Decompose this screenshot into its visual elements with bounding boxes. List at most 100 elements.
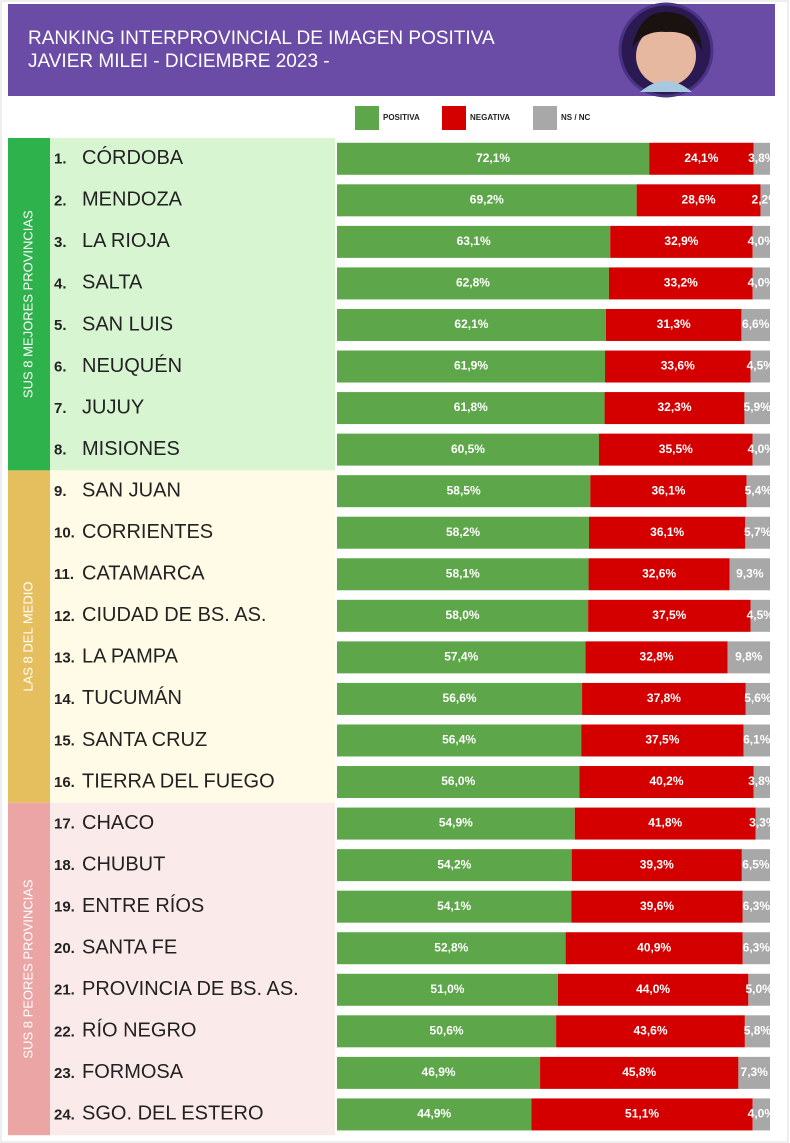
legend-label: NS / NC [561,113,591,122]
rank: 11. [54,566,74,583]
value-label: 56,0% [441,774,475,788]
bar-segment [649,142,754,175]
category-label: LA RIOJA [82,230,170,252]
bar-segment [741,308,770,341]
category-label: LA PAMPA [82,646,179,668]
category-label: CHACO [82,812,154,834]
bar-segment [636,184,761,217]
value-label: 3,3% [749,816,777,830]
value-label: 4,0% [748,442,776,456]
category-label: CIUDAD DE BS. AS. [82,604,267,626]
bar-segment [748,973,770,1006]
bar-segment [337,184,637,217]
bar-segment [745,682,770,715]
bar-segment [337,516,590,549]
value-label: 28,6% [682,192,716,206]
rank: 7. [54,400,67,417]
value-label: 4,5% [747,608,775,622]
bar-segment [588,599,751,632]
bar-segment [337,350,606,383]
value-label: 69,2% [470,192,504,206]
category-label: TUCUMÁN [82,686,182,709]
bar-segment [608,267,753,300]
bar-segment [744,392,770,425]
rank: 15. [54,732,75,749]
value-label: 6,3% [743,899,771,913]
value-label: 51,0% [430,982,464,996]
value-label: 3,8% [748,774,776,788]
value-label: 61,8% [454,400,488,414]
bar-segment [337,225,611,258]
bar-segment [556,1015,745,1048]
bar-segment [337,267,609,300]
group-strip [8,138,50,471]
bar-segment [579,766,754,799]
rank: 20. [54,940,75,957]
category-label: CORRIENTES [82,521,213,543]
category-label: JUJUY [82,396,144,418]
value-label: 33,2% [664,276,698,290]
value-label: 5,9% [744,400,772,414]
rank: 1. [54,151,67,168]
value-label: 56,6% [443,691,477,705]
bar-segment [565,932,743,965]
value-label: 4,0% [748,276,776,290]
bar-segment [742,932,770,965]
group-label: SUS 8 MEJORES PROVINCIAS [20,210,35,398]
group-background [50,138,335,471]
category-label: SANTA CRUZ [82,729,207,751]
value-label: 44,9% [417,1107,451,1121]
value-label: 7,3% [741,1065,769,1079]
rank: 19. [54,899,75,916]
bar-segment [752,225,770,258]
value-label: 5,6% [744,691,772,705]
bar-segment [753,766,770,799]
category-label: MENDOZA [82,189,183,211]
group-background [50,470,335,803]
bar-segment [337,599,589,632]
value-label: 5,4% [745,483,773,497]
value-label: 36,1% [651,483,685,497]
bar-segment [337,1015,557,1048]
category-label: SAN LUIS [82,313,173,335]
bar-segment [574,807,756,840]
value-label: 58,1% [446,566,480,580]
bar-segment [585,641,728,674]
bar-segment [337,641,586,674]
bar-segment [752,1098,770,1131]
value-label: 44,0% [636,982,670,996]
value-label: 24,1% [684,151,718,165]
bar-segment [582,682,746,715]
chart-title: RANKING INTERPROVINCIAL DE IMAGEN POSITI… [28,28,495,49]
bar-segment [588,558,730,591]
bar-segment [743,724,770,757]
rank: 3. [54,234,67,251]
value-label: 63,1% [457,234,491,248]
rank: 21. [54,982,75,999]
category-label: CHUBUT [82,853,165,875]
rank: 22. [54,1023,75,1040]
category-label: SANTA FE [82,937,177,959]
rank: 18. [54,857,75,874]
category-label: SAN JUAN [82,479,181,501]
value-label: 54,2% [437,857,471,871]
value-label: 32,3% [658,400,692,414]
category-label: TIERRA DEL FUEGO [82,770,275,792]
bar-segment [589,516,746,549]
value-label: 5,7% [744,525,772,539]
rank: 24. [54,1106,75,1123]
bar-segment [337,475,591,508]
value-label: 4,0% [748,1107,776,1121]
category-label: CATAMARCA [82,563,205,585]
value-label: 62,1% [454,317,488,331]
avatar [618,2,714,98]
group-strip [8,470,50,803]
category-label: SALTA [82,272,143,294]
value-label: 58,5% [447,483,481,497]
group-label: SUS 8 PEORES PROVINCIAS [20,879,35,1058]
bar-segment [750,350,770,383]
rank: 6. [54,358,67,375]
bar-segment [604,392,745,425]
